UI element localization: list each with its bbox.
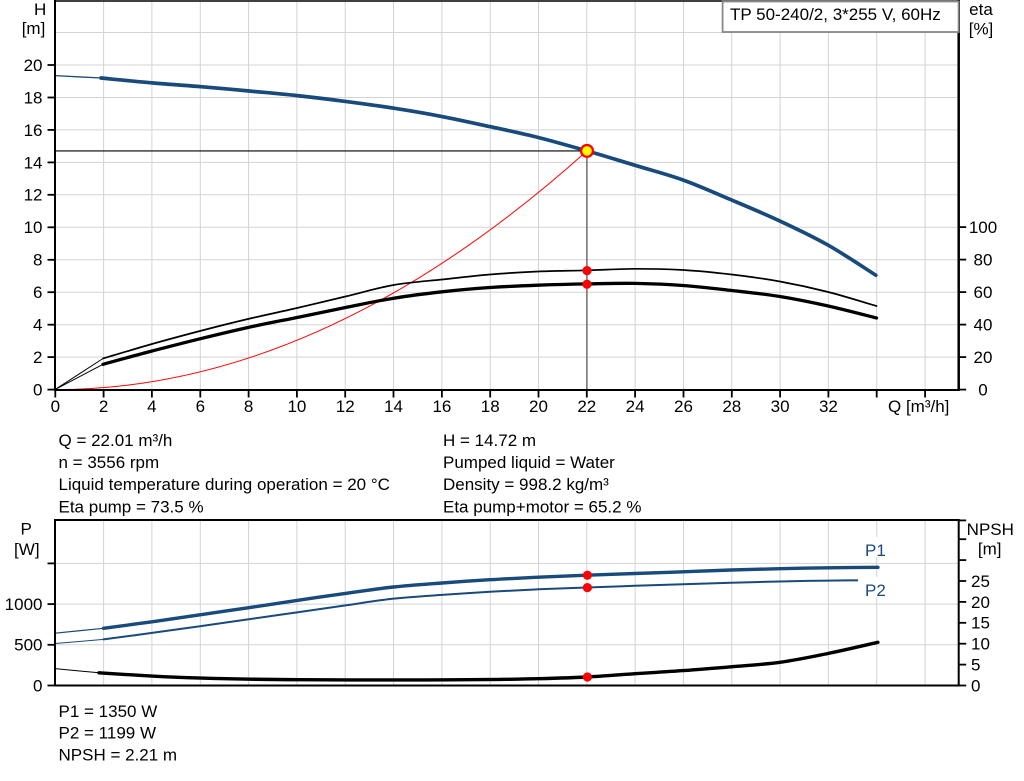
svg-text:4: 4 <box>147 397 156 416</box>
svg-text:16: 16 <box>432 397 451 416</box>
svg-text:P: P <box>21 520 32 539</box>
svg-text:10: 10 <box>971 635 990 654</box>
svg-text:5: 5 <box>971 656 980 675</box>
svg-text:Eta pump+motor = 65.2 %: Eta pump+motor = 65.2 % <box>443 497 641 516</box>
svg-text:32: 32 <box>819 397 838 416</box>
svg-text:P2: P2 <box>865 581 886 600</box>
svg-text:NPSH = 2.21 m: NPSH = 2.21 m <box>59 746 178 765</box>
svg-text:100: 100 <box>969 218 997 237</box>
svg-text:30: 30 <box>771 397 790 416</box>
svg-text:[W]: [W] <box>14 540 40 559</box>
svg-text:10: 10 <box>24 218 43 237</box>
svg-text:P1 = 1350 W: P1 = 1350 W <box>59 702 158 721</box>
svg-text:2: 2 <box>33 348 42 367</box>
svg-text:Pumped liquid = Water: Pumped liquid = Water <box>443 453 615 472</box>
svg-text:80: 80 <box>974 251 993 270</box>
svg-text:[%]: [%] <box>969 20 994 39</box>
svg-text:15: 15 <box>971 614 990 633</box>
svg-text:25: 25 <box>971 572 990 591</box>
svg-text:0: 0 <box>33 381 42 400</box>
svg-text:Q [m³/h]: Q [m³/h] <box>888 397 949 416</box>
svg-text:12: 12 <box>24 186 43 205</box>
svg-text:P2 = 1199 W: P2 = 1199 W <box>59 724 157 743</box>
svg-text:n = 3556 rpm: n = 3556 rpm <box>59 453 160 472</box>
svg-text:18: 18 <box>481 397 500 416</box>
svg-text:22: 22 <box>577 397 596 416</box>
svg-text:[m]: [m] <box>978 540 1002 559</box>
svg-text:26: 26 <box>674 397 693 416</box>
svg-text:eta: eta <box>969 0 993 19</box>
svg-text:0: 0 <box>971 676 980 695</box>
svg-text:TP 50-240/2, 3*255 V, 60Hz: TP 50-240/2, 3*255 V, 60Hz <box>730 5 941 24</box>
svg-text:20: 20 <box>974 348 993 367</box>
svg-text:6: 6 <box>196 397 205 416</box>
svg-text:1000: 1000 <box>5 595 43 614</box>
svg-text:40: 40 <box>974 316 993 335</box>
svg-text:0: 0 <box>51 397 60 416</box>
svg-text:H: H <box>34 0 46 19</box>
svg-text:60: 60 <box>974 283 993 302</box>
svg-text:Q = 22.01 m³/h: Q = 22.01 m³/h <box>59 431 173 450</box>
svg-text:10: 10 <box>287 397 306 416</box>
svg-text:NPSH: NPSH <box>967 520 1014 539</box>
svg-text:0: 0 <box>978 381 987 400</box>
svg-text:14: 14 <box>384 397 403 416</box>
svg-text:P1: P1 <box>865 541 886 560</box>
svg-text:[m]: [m] <box>22 19 46 38</box>
svg-text:8: 8 <box>33 251 42 270</box>
svg-text:8: 8 <box>244 397 253 416</box>
svg-text:20: 20 <box>971 593 990 612</box>
svg-text:500: 500 <box>14 636 42 655</box>
svg-text:0: 0 <box>33 676 42 695</box>
svg-text:Liquid temperature during oper: Liquid temperature during operation = 20… <box>59 475 390 494</box>
svg-text:24: 24 <box>626 397 645 416</box>
svg-text:14: 14 <box>24 153 43 172</box>
svg-text:4: 4 <box>33 316 42 335</box>
svg-text:6: 6 <box>33 283 42 302</box>
svg-text:16: 16 <box>24 121 43 140</box>
svg-text:2: 2 <box>99 397 108 416</box>
svg-text:Eta pump = 73.5 %: Eta pump = 73.5 % <box>59 497 204 516</box>
svg-text:20: 20 <box>24 56 43 75</box>
svg-text:28: 28 <box>722 397 741 416</box>
svg-text:20: 20 <box>529 397 548 416</box>
svg-text:H = 14.72 m: H = 14.72 m <box>443 431 536 450</box>
svg-text:18: 18 <box>24 88 43 107</box>
svg-text:12: 12 <box>336 397 355 416</box>
svg-text:Density = 998.2 kg/m³: Density = 998.2 kg/m³ <box>443 475 609 494</box>
